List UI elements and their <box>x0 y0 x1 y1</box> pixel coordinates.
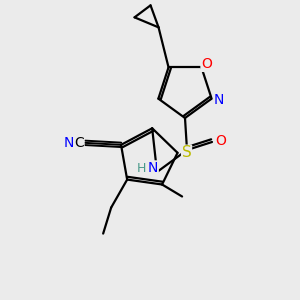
Text: O: O <box>216 134 226 148</box>
Text: H: H <box>136 161 146 175</box>
Text: N: N <box>213 93 224 107</box>
Text: S: S <box>182 145 191 160</box>
Text: N: N <box>148 161 158 175</box>
Text: C: C <box>74 136 84 150</box>
Text: N: N <box>64 136 74 150</box>
Text: O: O <box>201 57 212 71</box>
